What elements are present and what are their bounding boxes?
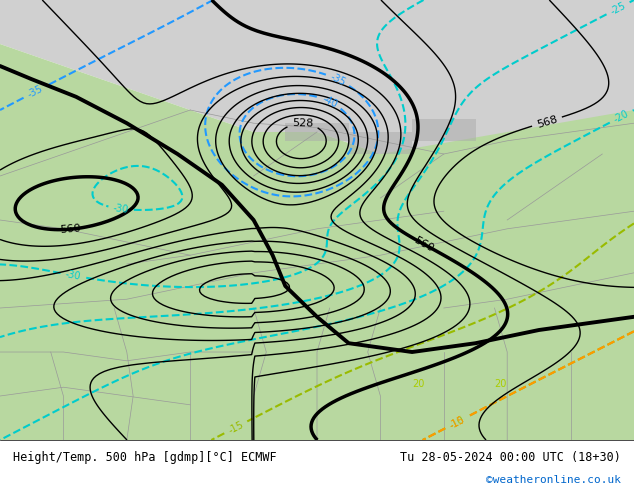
- Polygon shape: [349, 132, 412, 154]
- Text: 560: 560: [412, 235, 436, 253]
- Text: -30: -30: [65, 269, 82, 282]
- Text: -30: -30: [113, 203, 129, 215]
- Text: Height/Temp. 500 hPa [gdmp][°C] ECMWF: Height/Temp. 500 hPa [gdmp][°C] ECMWF: [13, 451, 276, 464]
- Text: 20: 20: [495, 379, 507, 389]
- Polygon shape: [285, 123, 349, 141]
- Text: -15: -15: [226, 419, 245, 436]
- Polygon shape: [0, 44, 634, 440]
- Text: -35: -35: [328, 72, 347, 88]
- Text: ©weatheronline.co.uk: ©weatheronline.co.uk: [486, 475, 621, 485]
- Text: -15: -15: [448, 414, 466, 430]
- Text: -25: -25: [609, 0, 628, 17]
- Text: 528: 528: [292, 119, 313, 129]
- Polygon shape: [412, 119, 476, 141]
- Text: -35: -35: [26, 84, 44, 100]
- Polygon shape: [0, 0, 634, 176]
- Text: -10: -10: [448, 414, 466, 430]
- Text: 568: 568: [535, 114, 559, 129]
- Text: -40: -40: [321, 94, 339, 110]
- Text: 560: 560: [59, 223, 81, 235]
- Text: Tu 28-05-2024 00:00 UTC (18+30): Tu 28-05-2024 00:00 UTC (18+30): [401, 451, 621, 464]
- Text: -20: -20: [612, 109, 631, 125]
- Text: 20: 20: [412, 379, 425, 389]
